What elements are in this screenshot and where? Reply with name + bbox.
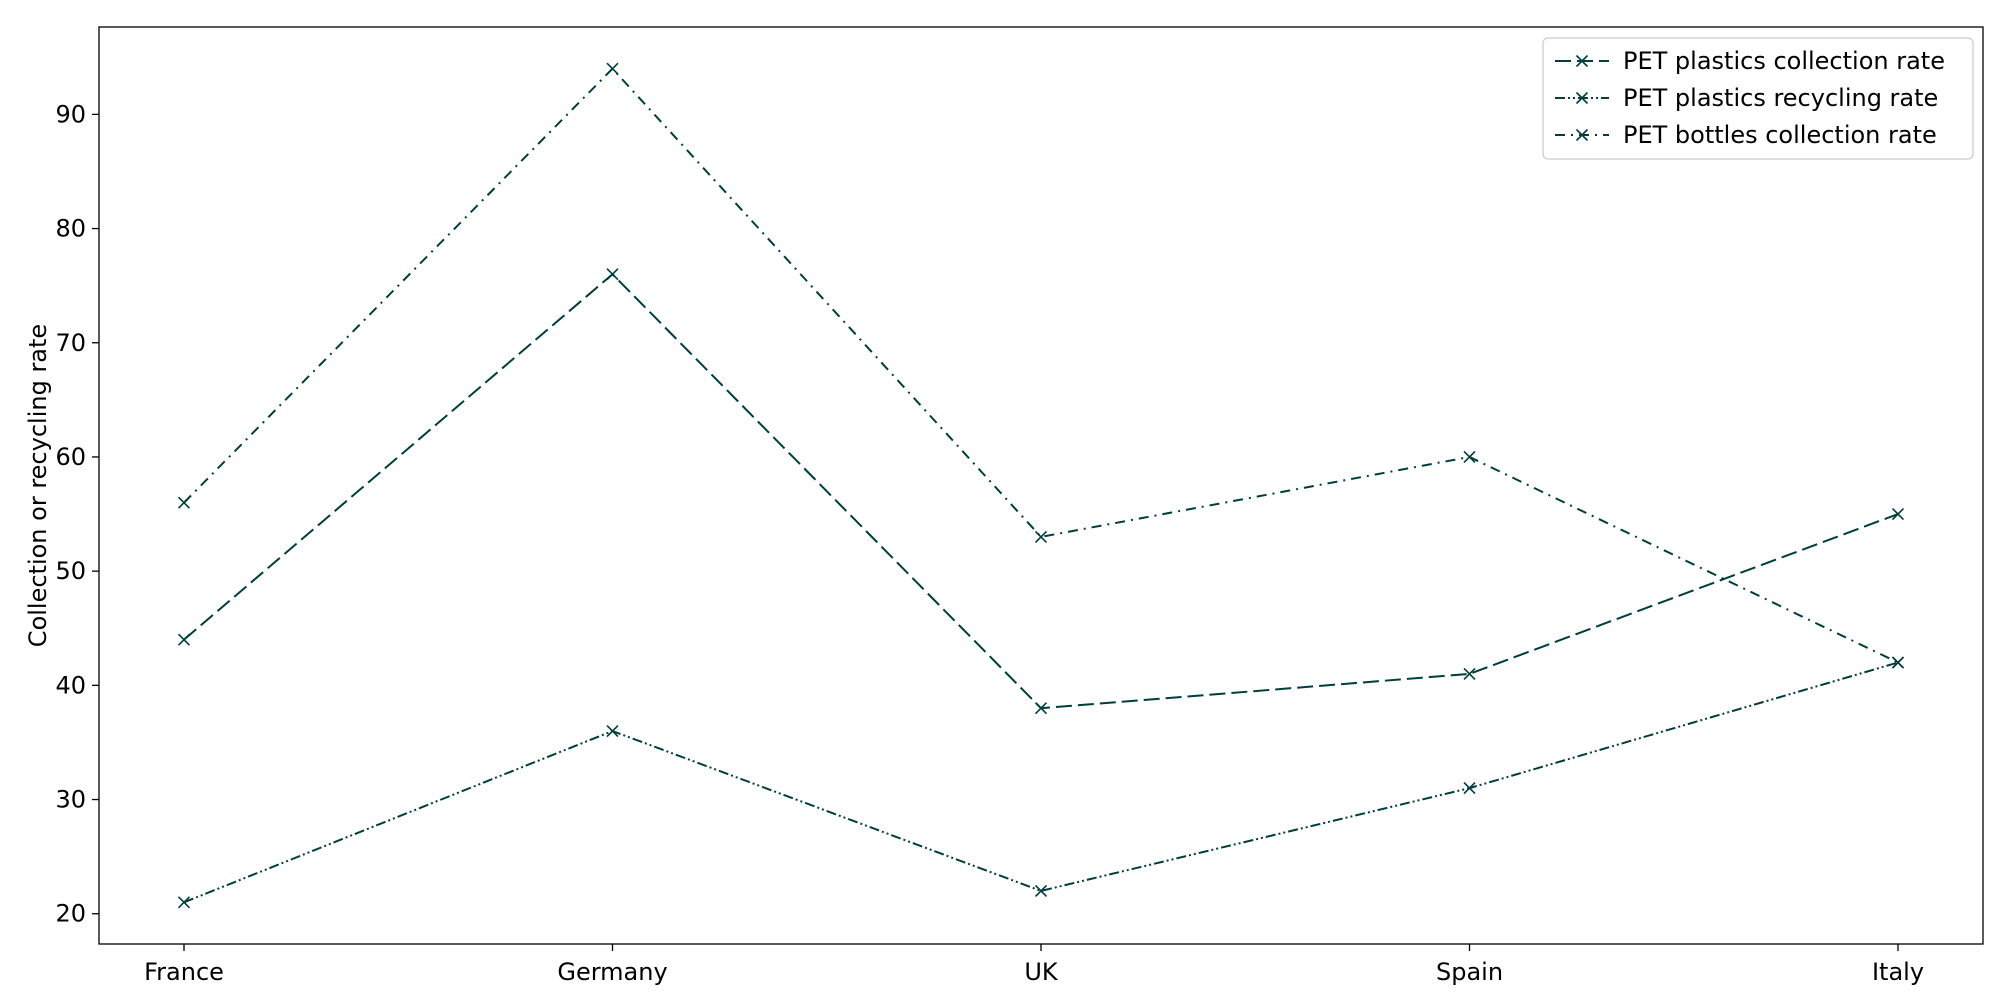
y-axis: 20 30 40 50 60 70 80 90 xyxy=(55,100,99,928)
legend-label: PET plastics recycling rate xyxy=(1623,84,1938,112)
data-point-marker xyxy=(177,633,191,646)
series-layer xyxy=(177,62,1905,909)
data-point-marker xyxy=(1034,530,1048,543)
y-tick-label: 60 xyxy=(55,443,86,471)
legend-swatch-marker xyxy=(1575,54,1589,68)
y-tick-label: 70 xyxy=(55,329,86,357)
series-group xyxy=(177,268,1905,715)
data-point-marker xyxy=(606,724,619,738)
y-axis-title: Collection or recycling rate xyxy=(24,324,52,647)
data-point-marker xyxy=(1891,507,1905,521)
data-point-marker xyxy=(606,62,619,75)
x-tick-label: Italy xyxy=(1872,958,1924,986)
y-tick-label: 30 xyxy=(55,786,86,814)
data-point-marker xyxy=(177,896,191,909)
y-tick-label: 20 xyxy=(55,900,86,928)
legend-label: PET plastics collection rate xyxy=(1623,47,1945,75)
series-line xyxy=(183,661,1899,904)
y-tick-label: 50 xyxy=(55,557,86,585)
data-point-marker xyxy=(1463,782,1476,795)
legend-label: PET bottles collection rate xyxy=(1623,121,1937,149)
legend-swatch-marker xyxy=(1575,91,1589,105)
y-tick-label: 80 xyxy=(55,215,86,243)
x-tick-label: Germany xyxy=(557,958,667,986)
data-point-marker xyxy=(1034,884,1048,897)
y-tick-label: 90 xyxy=(55,100,86,128)
data-point-marker xyxy=(1034,702,1048,715)
x-axis: France Germany UK Spain Italy xyxy=(144,944,1924,986)
x-tick-label: Spain xyxy=(1436,958,1503,986)
y-tick-label: 40 xyxy=(55,671,86,699)
data-point-marker xyxy=(1463,450,1476,464)
data-point-marker xyxy=(177,496,191,509)
x-tick-label: UK xyxy=(1024,958,1059,986)
series-group xyxy=(177,62,1905,669)
legend: PET plastics collection rate PET plastics… xyxy=(1542,37,1974,160)
legend-box xyxy=(1542,37,1974,160)
data-point-marker xyxy=(1891,656,1905,669)
data-point-marker xyxy=(606,268,619,281)
legend-swatch-marker xyxy=(1575,128,1589,142)
x-tick-label: France xyxy=(144,958,224,986)
data-point-marker xyxy=(1463,667,1476,680)
